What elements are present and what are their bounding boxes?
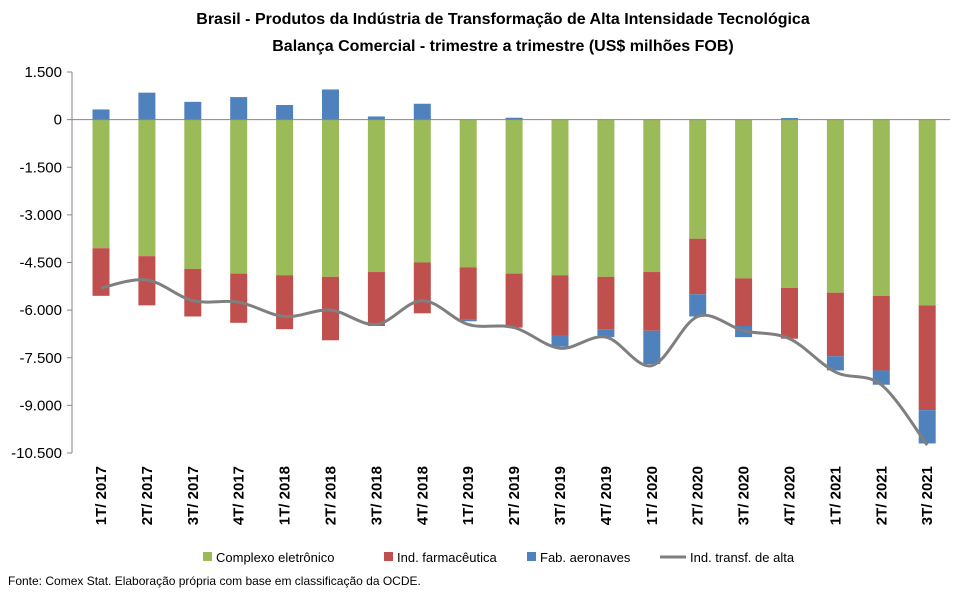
bar-complexo-eletr-nico [459, 119, 477, 268]
source-note: Fonte: Comex Stat. Elaboração própria co… [8, 574, 421, 588]
bar-fab-aeronaves [826, 356, 844, 371]
y-tick-label: -4.500 [19, 255, 62, 272]
x-tick-label: 4T/ 2019 [598, 466, 615, 525]
bar-fab-aeronaves [92, 109, 110, 120]
bar-fab-aeronaves [276, 105, 294, 120]
bar-fab-aeronaves [551, 335, 569, 347]
x-tick-label: 1T/ 2019 [460, 466, 477, 525]
bar-ind-farmac-utica [781, 287, 798, 339]
bar-fab-aeronaves [781, 118, 798, 120]
x-tick-label: 1T/ 2020 [644, 466, 661, 525]
bar-ind-farmac-utica [92, 248, 110, 296]
bar-ind-farmac-utica [459, 267, 477, 320]
bar-ind-farmac-utica [872, 295, 890, 371]
bar-complexo-eletr-nico [689, 119, 707, 239]
bar-ind-farmac-utica [643, 272, 661, 331]
bar-ind-farmac-utica [230, 273, 248, 323]
x-tick-label: 1T/ 2021 [827, 466, 844, 525]
legend-label: Ind. farmacêutica [397, 550, 497, 565]
bar-ind-farmac-utica [689, 238, 707, 295]
bar-ind-farmac-utica [184, 268, 202, 317]
y-tick-label: -6.000 [19, 302, 62, 319]
bar-ind-farmac-utica [735, 278, 753, 326]
bar-complexo-eletr-nico [184, 119, 202, 269]
legend-swatch [384, 552, 393, 561]
bar-complexo-eletr-nico [276, 119, 294, 276]
x-tick-label: 1T/ 2017 [93, 466, 110, 525]
bar-fab-aeronaves [689, 294, 707, 317]
bar-ind-farmac-utica [367, 272, 385, 326]
bar-ind-farmac-utica [505, 273, 523, 328]
y-tick-label: -3.000 [19, 207, 62, 224]
bar-complexo-eletr-nico [826, 119, 844, 293]
x-tick-label: 3T/ 2018 [368, 466, 385, 525]
bar-complexo-eletr-nico [918, 119, 936, 306]
legend-swatch [203, 552, 212, 561]
bar-ind-farmac-utica [276, 275, 294, 330]
x-tick-label: 4T/ 2017 [231, 466, 248, 525]
legend-label: Fab. aeronaves [540, 550, 631, 565]
bar-complexo-eletr-nico [735, 119, 753, 279]
y-tick-label: -10.500 [11, 445, 62, 462]
bar-fab-aeronaves [643, 330, 661, 365]
bar-ind-farmac-utica [413, 262, 431, 314]
x-tick-label: 2T/ 2017 [139, 466, 156, 525]
bar-fab-aeronaves [597, 329, 615, 338]
chart-subtitle: Balança Comercial - trimestre a trimestr… [272, 38, 734, 55]
x-tick-label: 4T/ 2018 [414, 466, 431, 525]
x-tick-label: 1T/ 2018 [277, 466, 294, 525]
bar-fab-aeronaves [367, 116, 385, 120]
y-tick-label: 0 [54, 112, 62, 129]
chart-title: Brasil - Produtos da Indústria de Transf… [196, 11, 810, 28]
x-tick-label: 3T/ 2021 [919, 466, 936, 525]
legend-label: Ind. transf. de alta [690, 550, 795, 565]
line-series [100, 278, 929, 446]
bar-complexo-eletr-nico [413, 119, 431, 263]
bar-fab-aeronaves [184, 101, 202, 120]
bar-fab-aeronaves [322, 89, 339, 120]
y-tick-label: 1.500 [24, 64, 62, 81]
y-tick-label: -9.000 [19, 397, 62, 414]
bar-ind-farmac-utica [597, 276, 615, 330]
bar-complexo-eletr-nico [505, 119, 523, 274]
plot-area: 1.500 0 -1.500 -3.000 -4.500 -6.000 -7.500 -9.0… [11, 64, 951, 525]
bar-complexo-eletr-nico [781, 119, 798, 288]
legend-label: Complexo eletrônico [216, 550, 335, 565]
bar-ind-farmac-utica [551, 275, 569, 336]
bar-complexo-eletr-nico [872, 119, 890, 296]
x-tick-label: 3T/ 2020 [736, 466, 753, 525]
bar-fab-aeronaves [459, 319, 477, 322]
bar-fab-aeronaves [413, 103, 431, 120]
legend: Complexo eletrônico Ind. farmacêutica Fab.… [203, 550, 795, 565]
bar-complexo-eletr-nico [138, 119, 156, 257]
x-tick-label: 2T/ 2018 [323, 466, 340, 525]
bar-complexo-eletr-nico [92, 119, 110, 249]
bar-fab-aeronaves [138, 92, 156, 120]
bar-complexo-eletr-nico [597, 119, 615, 277]
x-tick-label: 2T/ 2019 [506, 466, 523, 525]
bar-fab-aeronaves [230, 97, 248, 120]
bar-ind-farmac-utica [918, 305, 936, 411]
y-tick-label: -1.500 [19, 159, 62, 176]
bar-complexo-eletr-nico [551, 119, 569, 276]
bar-complexo-eletr-nico [643, 119, 661, 273]
bar-fab-aeronaves [505, 117, 523, 120]
legend-swatch [527, 552, 536, 561]
bar-complexo-eletr-nico [322, 119, 339, 277]
bar-ind-farmac-utica [826, 292, 844, 357]
bar-complexo-eletr-nico [230, 119, 248, 274]
x-tick-label: 2T/ 2021 [873, 466, 890, 525]
bar-complexo-eletr-nico [367, 119, 385, 273]
x-tick-label: 2T/ 2020 [690, 466, 707, 525]
bar-ind-farmac-utica [322, 276, 339, 341]
x-tick-label: 3T/ 2017 [185, 466, 202, 525]
bar-fab-aeronaves [918, 410, 936, 444]
y-tick-label: -7.500 [19, 350, 62, 367]
x-tick-label: 3T/ 2019 [552, 466, 569, 525]
x-tick-label: 4T/ 2020 [782, 466, 799, 525]
